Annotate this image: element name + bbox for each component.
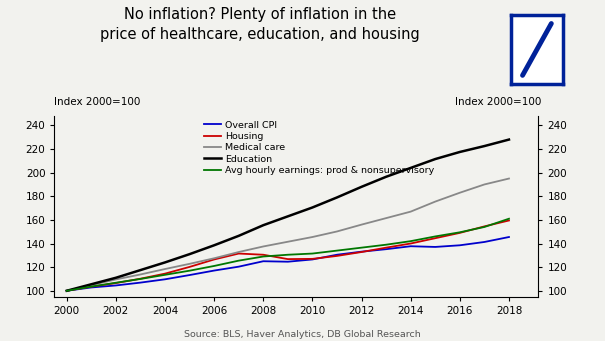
- Text: Index 2000=100: Index 2000=100: [54, 98, 141, 107]
- Legend: Overall CPI, Housing, Medical care, Education, Avg hourly earnings: prod & nonsu: Overall CPI, Housing, Medical care, Educ…: [204, 121, 434, 175]
- Text: Source: BLS, Haver Analytics, DB Global Research: Source: BLS, Haver Analytics, DB Global …: [184, 330, 421, 339]
- Text: No inflation? Plenty of inflation in the
price of healthcare, education, and hou: No inflation? Plenty of inflation in the…: [100, 7, 420, 42]
- Text: Index 2000=100: Index 2000=100: [455, 98, 541, 107]
